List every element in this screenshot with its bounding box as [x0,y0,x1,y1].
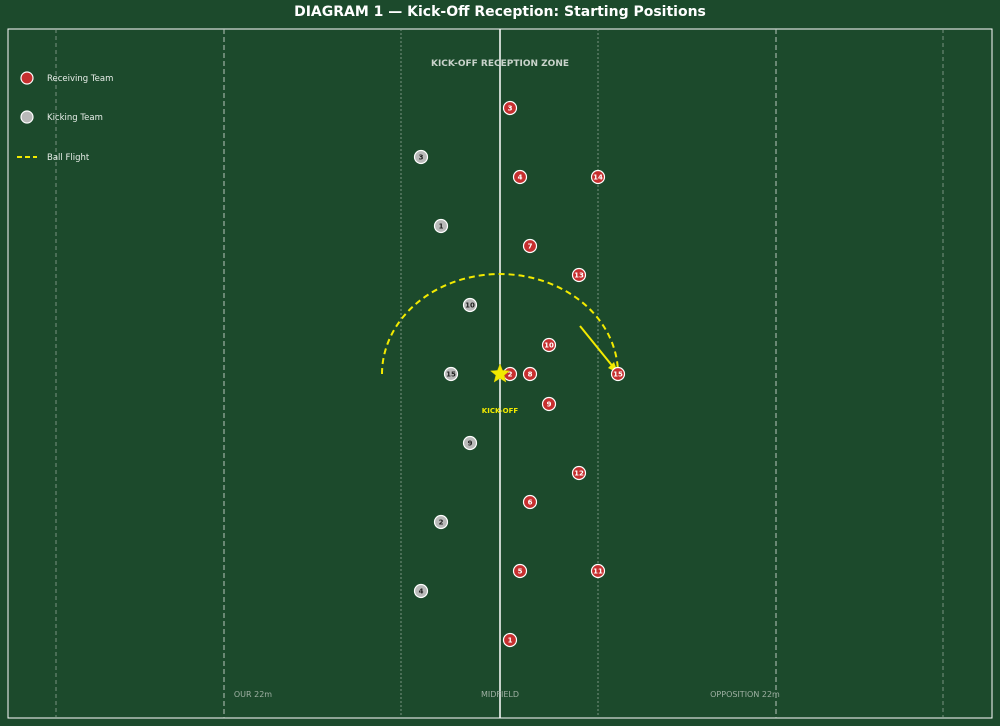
receiving-player-1-marker [502,632,518,648]
receiving-player-7-marker [522,238,538,254]
receiving-player-6-marker [522,494,538,510]
kicking-player-9-marker [462,435,478,451]
kicking-player-2-number: 2 [439,519,444,527]
kickoff-star-icon [489,363,511,383]
kicking-player-1-marker [433,218,449,234]
kicking-player-15-number: 15 [446,371,456,379]
kicking-player-10-number: 10 [465,302,475,310]
our-22-label: OUR 22m [234,690,272,699]
receiving-player-5-marker [512,563,528,579]
midfield-label: MIDFIELD [481,690,519,699]
legend-receiving-label: Receiving Team [47,74,113,84]
opposition-22-label: OPPOSITION 22m [710,690,780,699]
kicking-team: 3 1 10 15 9 2 4 [413,149,478,599]
kicking-player-2-marker [433,514,449,530]
receiving-player-6-number: 6 [528,499,533,507]
kicking-player-4-marker [413,583,429,599]
receiving-player-11-marker [590,563,606,579]
receiving-player-13-marker [571,267,587,283]
receiving-player-15-marker [610,366,626,382]
receiving-player-4-marker [512,169,528,185]
kicking-player-1-number: 1 [439,223,444,231]
kicking-player-15-marker [443,366,459,382]
receiving-player-14-marker [590,169,606,185]
receiving-player-12-number: 12 [574,470,584,478]
receiving-player-4-number: 4 [518,174,523,182]
kicking-player-10-marker [462,297,478,313]
diagram-title: DIAGRAM 1 — Kick-Off Reception: Starting… [294,4,706,20]
legend: Receiving Team Kicking Team Ball Flight [17,71,113,163]
legend-ball-label: Ball Flight [47,153,90,163]
receiving-player-2-number: 2 [508,371,513,379]
receiving-player-11-number: 11 [593,568,603,576]
receiving-player-10-number: 10 [544,342,554,350]
receiving-player-1-number: 1 [508,637,513,645]
receiving-player-5-number: 5 [518,568,523,576]
kicking-player-3-marker [413,149,429,165]
receiving-player-8-number: 8 [528,371,533,379]
receiving-player-12-marker [571,465,587,481]
receiving-player-7-number: 7 [528,243,533,251]
ball-flight-arc [381,273,619,375]
receiving-player-3-marker [502,100,518,116]
receiving-player-3-number: 3 [508,105,513,113]
kicking-player-3-number: 3 [419,154,424,162]
ball-landing-arrow [579,325,615,369]
legend-kicking-label: Kicking Team [47,113,103,123]
receiving-player-10-marker [541,337,557,353]
receiving-player-15-number: 15 [613,371,623,379]
legend-kicking-marker [20,110,34,124]
kicking-player-4-number: 4 [419,588,424,596]
receiving-player-9-number: 9 [547,401,552,409]
zone-label: KICK-OFF RECEPTION ZONE [431,59,569,69]
receiving-player-8-marker [522,366,538,382]
receiving-player-9-marker [541,396,557,412]
legend-receiving-marker [20,71,34,85]
receiving-player-13-number: 13 [574,272,584,280]
kicking-player-9-number: 9 [468,440,473,448]
kickoff-label: KICK-OFF [482,407,519,415]
receiving-player-14-number: 14 [593,174,603,182]
